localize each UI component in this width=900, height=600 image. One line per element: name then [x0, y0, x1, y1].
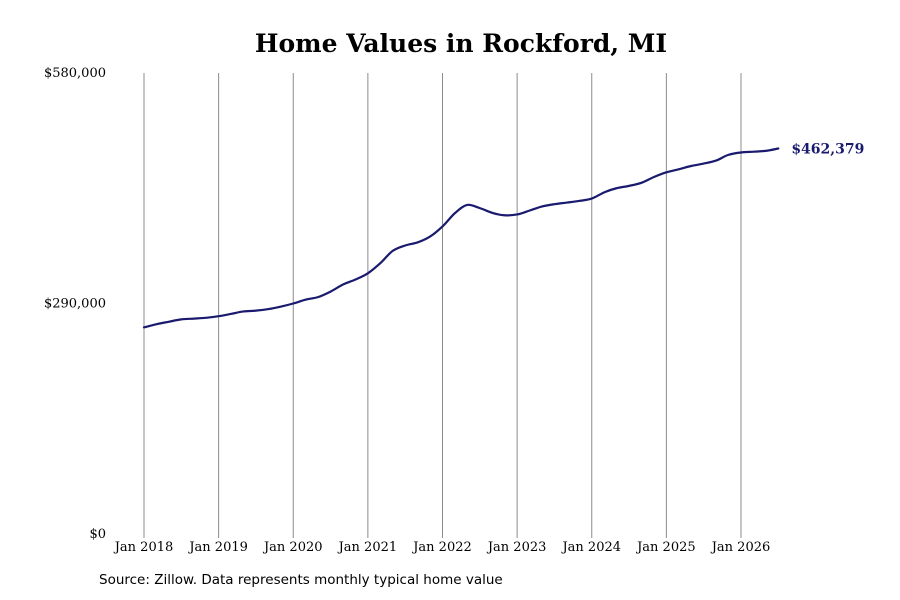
x-tick-label: Jan 2020 — [262, 540, 323, 555]
source-note: Source: Zillow. Data represents monthly … — [99, 572, 503, 588]
x-tick-label: Jan 2018 — [113, 540, 174, 555]
x-tick-label: Jan 2023 — [486, 540, 547, 555]
end-value-label: $462,379 — [791, 142, 864, 158]
x-tick-label: Jan 2021 — [337, 540, 398, 555]
x-tick-label: Jan 2024 — [560, 540, 621, 555]
x-tick-label: Jan 2026 — [710, 540, 771, 555]
x-tick-label: Jan 2019 — [187, 540, 248, 555]
y-tick-label: $290,000 — [44, 297, 106, 312]
y-tick-label: $580,000 — [44, 66, 106, 81]
series-line — [142, 147, 780, 329]
y-tick-label: $0 — [89, 527, 106, 542]
y-axis-ticks: $0 $290,000 $580,000 — [44, 66, 106, 542]
grid-lines — [143, 73, 742, 538]
x-tick-label: Jan 2022 — [411, 540, 472, 555]
chart-title: Home Values in Rockford, MI — [255, 29, 667, 58]
x-tick-label: Jan 2025 — [635, 540, 696, 555]
x-axis-ticks: Jan 2018 Jan 2019 Jan 2020 Jan 2021 Jan 2022… — [113, 540, 771, 555]
